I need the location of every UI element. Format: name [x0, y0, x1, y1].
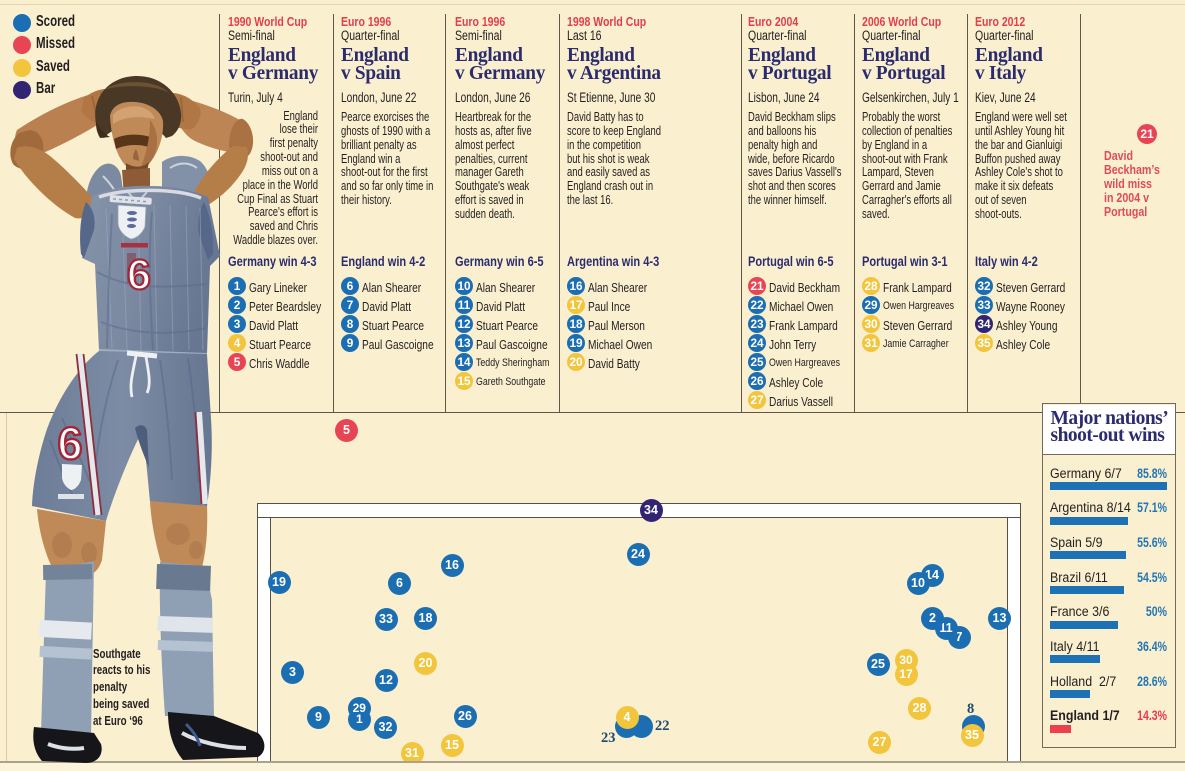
- svg-text:6: 6: [127, 251, 151, 299]
- svg-text:6: 6: [57, 418, 82, 469]
